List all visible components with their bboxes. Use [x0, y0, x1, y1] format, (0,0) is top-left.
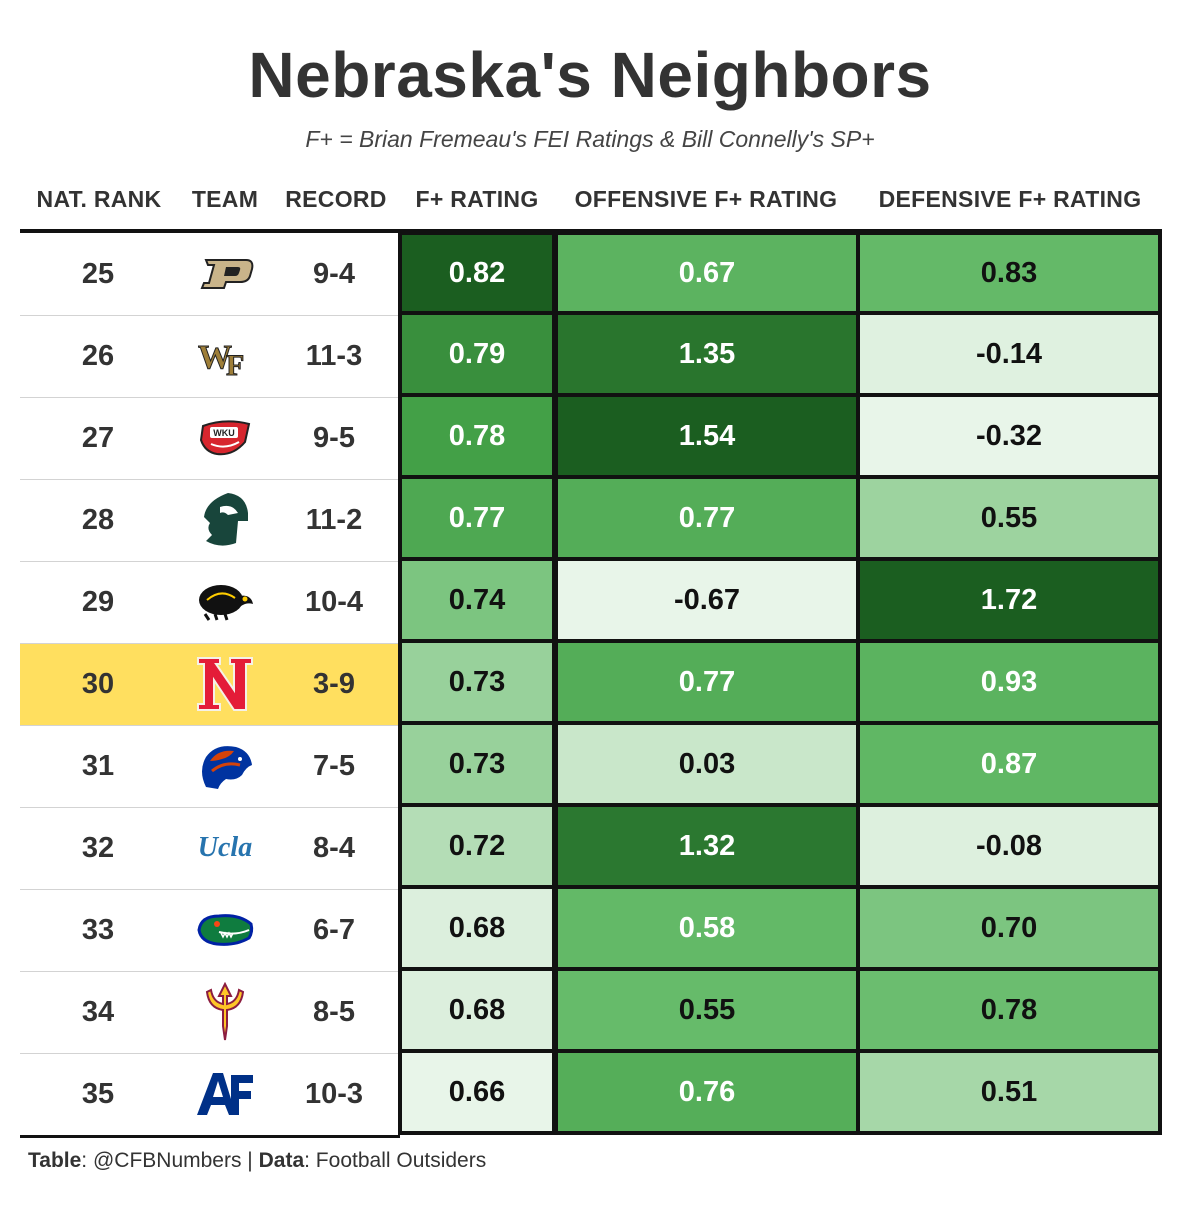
f-rating-cell: 0.72	[398, 803, 556, 889]
rank-cell: 25	[81, 258, 115, 290]
defensive-rating-cell: 0.83	[856, 231, 1162, 315]
column-header-offensive-rating: OFFENSIVE F+ RATING	[574, 186, 838, 212]
row-divider	[20, 971, 400, 972]
record-cell: 11-2	[305, 504, 363, 536]
f-rating-cell: 0.79	[398, 311, 556, 397]
svg-text:WKU: WKU	[213, 428, 235, 438]
offensive-rating-cell: 0.76	[554, 1049, 860, 1135]
wku-logo: WKU	[194, 410, 256, 466]
offensive-rating-cell: 0.67	[554, 231, 860, 315]
f-rating-cell: 0.66	[398, 1049, 556, 1135]
row-divider	[20, 397, 400, 398]
rank-cell: 26	[81, 340, 115, 372]
caption-table-value: : @CFBNumbers |	[81, 1149, 259, 1172]
offensive-rating-cell: 1.54	[554, 393, 860, 479]
iowa-logo	[194, 574, 256, 630]
f-rating-cell: 0.73	[398, 721, 556, 807]
boise-state-logo	[194, 738, 256, 794]
row-divider	[20, 315, 400, 316]
f-rating-cell: 0.78	[398, 393, 556, 479]
svg-text:W: W	[198, 339, 232, 376]
offensive-rating-cell: -0.67	[554, 557, 860, 643]
offensive-rating-cell: 0.03	[554, 721, 860, 807]
record-cell: 3-9	[313, 668, 355, 700]
rank-cell: 33	[81, 914, 115, 946]
f-rating-cell: 0.74	[398, 557, 556, 643]
row-divider	[20, 561, 400, 562]
caption-data-value: : Football Outsiders	[304, 1149, 487, 1172]
offensive-rating-cell: 0.77	[554, 475, 860, 561]
source-caption: Table: @CFBNumbers | Data: Football Outs…	[28, 1149, 486, 1173]
svg-text:Ucla: Ucla	[198, 832, 252, 863]
f-rating-cell: 0.82	[398, 231, 556, 315]
record-cell: 10-4	[304, 586, 364, 618]
offensive-rating-cell: 0.58	[554, 885, 860, 971]
defensive-rating-cell: 0.87	[856, 721, 1162, 807]
nebraska-logo	[194, 656, 256, 712]
rank-cell: 34	[81, 996, 115, 1028]
chart-title: Nebraska's Neighbors	[248, 39, 932, 111]
caption-data-label: Data	[258, 1149, 305, 1172]
svg-text:F: F	[226, 349, 244, 377]
rank-cell: 31	[81, 750, 115, 782]
air-force-logo	[194, 1066, 256, 1122]
record-cell: 10-3	[304, 1078, 364, 1110]
record-cell: 6-7	[313, 914, 355, 946]
defensive-rating-cell: -0.32	[856, 393, 1162, 479]
f-rating-cell: 0.77	[398, 475, 556, 561]
defensive-rating-cell: 0.55	[856, 475, 1162, 561]
row-divider	[20, 479, 400, 480]
offensive-rating-cell: 1.35	[554, 311, 860, 397]
column-header-record: RECORD	[285, 186, 387, 212]
rank-cell: 29	[81, 586, 115, 618]
row-divider	[20, 1053, 400, 1054]
table-bottom-rule	[20, 1135, 400, 1138]
rank-cell: 30	[81, 668, 115, 700]
michigan-state-logo	[194, 492, 256, 548]
offensive-rating-cell: 0.77	[554, 639, 860, 725]
defensive-rating-cell: 0.93	[856, 639, 1162, 725]
record-cell: 7-5	[313, 750, 355, 782]
defensive-rating-cell: -0.08	[856, 803, 1162, 889]
column-header-f-rating: F+ RATING	[415, 186, 539, 212]
rank-cell: 35	[81, 1078, 115, 1110]
chart-subtitle: F+ = Brian Fremeau's FEI Ratings & Bill …	[305, 126, 875, 152]
record-cell: 11-3	[305, 340, 363, 372]
defensive-rating-cell: 0.78	[856, 967, 1162, 1053]
rank-cell: 32	[81, 832, 115, 864]
record-cell: 8-5	[313, 996, 355, 1028]
purdue-logo	[194, 246, 256, 302]
offensive-rating-cell: 0.55	[554, 967, 860, 1053]
arizona-state-logo	[194, 982, 256, 1041]
defensive-rating-cell: 1.72	[856, 557, 1162, 643]
offensive-rating-cell: 1.32	[554, 803, 860, 889]
column-header-defensive-rating: DEFENSIVE F+ RATING	[878, 186, 1142, 212]
record-cell: 9-5	[313, 422, 355, 454]
row-divider	[20, 889, 400, 890]
florida-logo	[194, 902, 256, 958]
column-header-team: TEAM	[191, 186, 259, 212]
f-rating-cell: 0.68	[398, 885, 556, 971]
rank-cell: 27	[81, 422, 115, 454]
defensive-rating-cell: 0.70	[856, 885, 1162, 971]
defensive-rating-cell: 0.51	[856, 1049, 1162, 1135]
record-cell: 8-4	[313, 832, 355, 864]
f-rating-cell: 0.68	[398, 967, 556, 1053]
row-divider	[20, 807, 400, 808]
rank-cell: 28	[81, 504, 115, 536]
caption-table-label: Table	[28, 1149, 82, 1172]
row-divider	[20, 725, 400, 726]
f-rating-cell: 0.73	[398, 639, 556, 725]
ucla-logo: Ucla	[194, 820, 256, 876]
column-header-rank: NAT. RANK	[36, 186, 162, 212]
defensive-rating-cell: -0.14	[856, 311, 1162, 397]
row-divider	[20, 643, 400, 644]
record-cell: 9-4	[313, 258, 355, 290]
